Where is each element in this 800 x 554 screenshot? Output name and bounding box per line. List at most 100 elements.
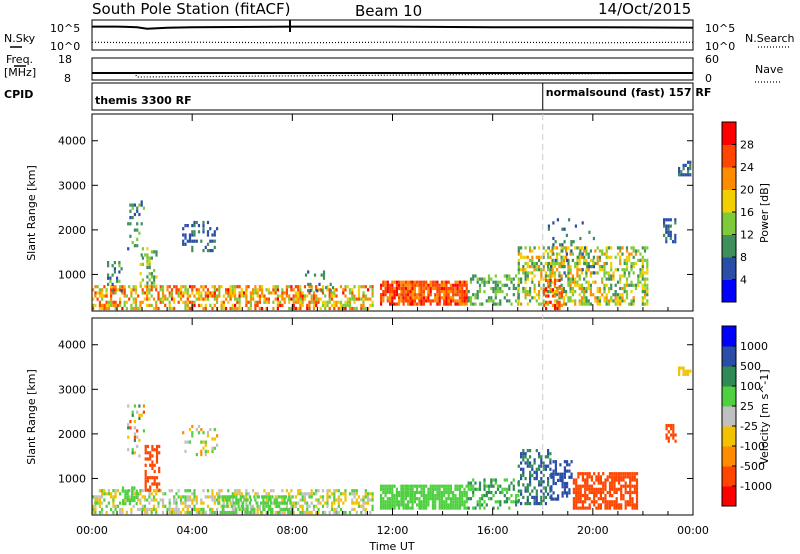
scatter-cell <box>505 299 509 303</box>
scatter-cell <box>503 494 506 498</box>
scatter-cell <box>581 484 584 488</box>
scatter-cell <box>623 283 626 287</box>
scatter-cell <box>547 265 550 269</box>
scatter-cell <box>103 285 106 289</box>
scatter-cell <box>244 510 247 515</box>
scatter-cell <box>672 436 675 440</box>
scatter-cell <box>524 489 527 493</box>
scatter-cell <box>565 302 568 306</box>
scatter-cell <box>544 274 547 278</box>
scatter-cell <box>517 258 520 262</box>
scatter-cell <box>689 369 692 373</box>
scatter-cell <box>118 264 121 268</box>
scatter-cell <box>570 249 573 253</box>
scatter-cell <box>182 501 185 505</box>
scatter-cell <box>312 303 316 307</box>
scatter-cell <box>598 299 601 303</box>
scatter-cell <box>177 291 180 295</box>
scatter-cell <box>200 294 203 298</box>
scatter-cell <box>517 302 520 306</box>
scatter-cell <box>585 299 588 303</box>
scatter-cell <box>195 428 198 432</box>
scatter-cell <box>299 285 302 289</box>
scatter-cell <box>646 277 649 281</box>
scatter-cell <box>469 277 473 281</box>
scatter-cell <box>289 498 292 502</box>
scatter-cell <box>149 451 152 455</box>
scatter-cell <box>282 501 285 505</box>
scatter-cell <box>483 290 486 294</box>
scatter-cell <box>290 297 293 301</box>
scatter-cell <box>445 500 448 504</box>
scatter-cell <box>284 495 287 499</box>
scatter-cell <box>478 506 482 510</box>
scatter-cell <box>481 494 484 498</box>
scatter-cell <box>307 282 310 286</box>
scatter-cell <box>587 283 590 287</box>
scatter-cell <box>596 261 599 266</box>
scatter-cell <box>240 291 243 295</box>
scatter-cell <box>472 302 475 306</box>
time-axis: 00:00 04:00 08:00 12:00 16:00 20:00 00:00 <box>76 114 709 537</box>
scatter-cell <box>456 293 459 297</box>
colorbar-tick-label: -25 <box>740 420 758 433</box>
scatter-cell <box>353 501 356 505</box>
scatter-cell <box>157 294 160 298</box>
scatter-cell <box>326 504 329 508</box>
scatter-cell <box>445 293 448 297</box>
scatter-cell <box>549 288 552 292</box>
scatter-cell <box>175 288 178 292</box>
scatter-cell <box>598 268 601 272</box>
scatter-cell <box>526 265 529 269</box>
scatter-cell <box>533 296 536 300</box>
scatter-cell <box>595 500 598 504</box>
scatter-cell <box>335 507 338 511</box>
scatter-cell <box>206 288 210 292</box>
scatter-cell <box>633 484 636 488</box>
scatter-cell <box>238 291 241 295</box>
scatter-cell <box>168 507 171 511</box>
scatter-cell <box>153 269 156 273</box>
scatter-cell <box>557 497 560 501</box>
scatter-cell <box>515 500 518 504</box>
scatter-cell <box>452 494 455 498</box>
scatter-cell <box>150 492 153 496</box>
scatter-cell <box>290 504 293 508</box>
velocity-colorbar-label: Velocity [m s^-1] <box>758 369 771 464</box>
scatter-cell <box>107 276 110 280</box>
scatter-cell <box>547 300 550 304</box>
scatter-cell <box>445 497 448 501</box>
scatter-cell <box>628 255 631 259</box>
scatter-cell <box>643 290 647 294</box>
scatter-cell <box>292 300 295 304</box>
scatter-cell <box>584 484 587 488</box>
scatter-cell <box>429 490 432 495</box>
scatter-cell <box>588 475 591 479</box>
scatter-cell <box>465 293 468 297</box>
scatter-cell <box>193 303 196 307</box>
scatter-cell <box>119 297 122 301</box>
scatter-cell <box>596 246 599 250</box>
scatter-cell <box>161 285 165 289</box>
scatter-cell <box>101 510 104 515</box>
scatter-cell <box>121 306 124 311</box>
scatter-cell <box>114 306 117 311</box>
scatter-cell <box>578 258 581 262</box>
scatter-cell <box>587 280 590 284</box>
scatter-cell <box>282 507 285 511</box>
scatter-cell <box>124 495 127 499</box>
scatter-cell <box>161 492 165 496</box>
scatter-cell <box>556 218 559 222</box>
scatter-cell <box>393 280 396 284</box>
scatter-cell <box>297 285 300 289</box>
scatter-cell <box>404 494 407 498</box>
scatter-cell <box>476 296 479 300</box>
scatter-cell <box>427 290 430 294</box>
scatter-cell <box>132 489 135 493</box>
scatter-cell <box>535 492 538 496</box>
x-tick-label: 08:00 <box>276 524 308 537</box>
scatter-cell <box>184 504 187 508</box>
scatter-cell <box>674 439 677 443</box>
scatter-cell <box>547 268 550 272</box>
scatter-cell <box>251 507 254 511</box>
